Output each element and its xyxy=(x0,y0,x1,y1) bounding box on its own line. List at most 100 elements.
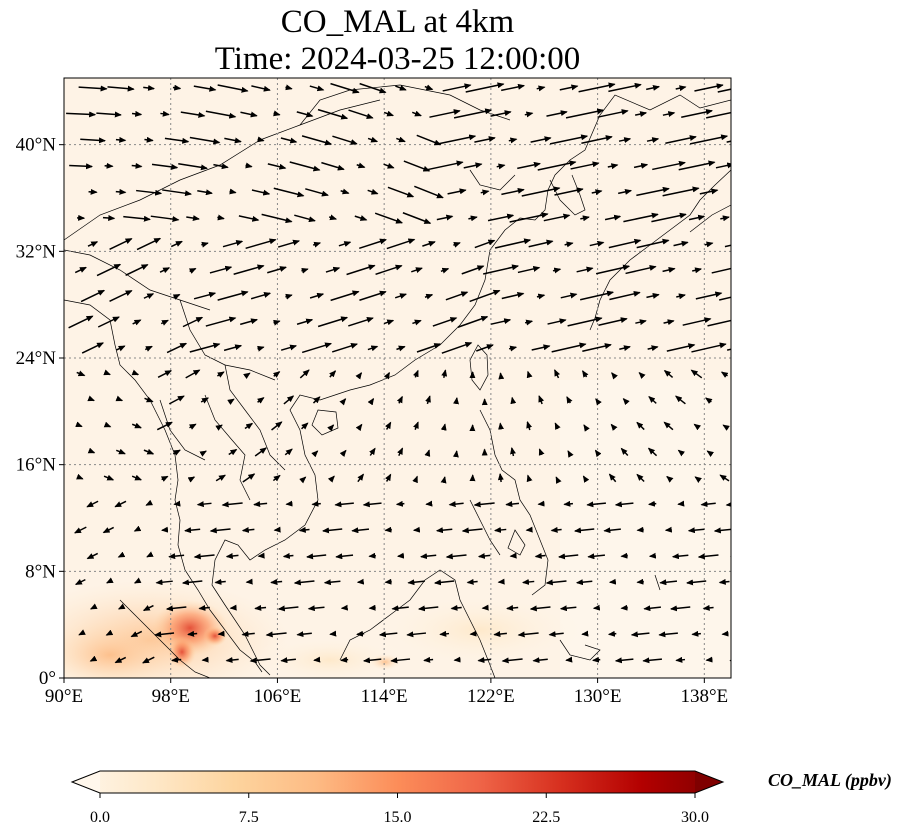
wind-arrow xyxy=(145,499,153,506)
wind-arrow xyxy=(582,370,589,378)
wind-arrow xyxy=(146,551,154,558)
wind-arrow xyxy=(652,160,686,171)
wind-arrow xyxy=(573,527,595,534)
wind-arrow xyxy=(566,396,573,404)
wind-arrow xyxy=(86,500,99,508)
wind-arrow xyxy=(184,527,201,534)
wind-arrow xyxy=(193,85,217,92)
wind-arrow xyxy=(587,553,605,560)
wind-arrow xyxy=(534,552,546,559)
wind-arrow xyxy=(311,500,321,507)
wind-arrow xyxy=(693,423,701,431)
wind-arrow xyxy=(243,372,251,380)
wind-arrow xyxy=(340,604,349,611)
wind-arrow xyxy=(114,656,127,664)
wind-arrow xyxy=(102,526,115,534)
wind-arrow xyxy=(636,578,644,585)
wind-arrow xyxy=(131,474,143,481)
wind-arrow xyxy=(469,289,501,303)
wind-arrow xyxy=(215,474,226,482)
wind-arrow xyxy=(66,111,97,118)
wind-arrow xyxy=(193,291,217,300)
wind-arrow xyxy=(445,291,469,301)
wind-arrow xyxy=(367,136,379,143)
wind-arrow xyxy=(530,136,552,143)
wind-arrow xyxy=(273,319,281,326)
wind-arrow xyxy=(209,265,233,274)
wind-arrow xyxy=(261,213,293,224)
wind-arrow xyxy=(328,214,338,221)
wind-arrow xyxy=(201,241,209,248)
wind-arrow xyxy=(675,656,686,663)
wind-arrow xyxy=(277,239,301,248)
colorbar-tick-label: 22.5 xyxy=(532,809,560,826)
wind-arrow xyxy=(312,396,321,404)
wind-arrow xyxy=(682,317,712,326)
wind-arrow xyxy=(706,450,715,458)
wind-arrow xyxy=(702,604,714,611)
wind-arrow xyxy=(490,318,512,325)
wind-arrow xyxy=(296,318,314,325)
lat-tick-label: 32°N xyxy=(16,241,57,262)
wind-arrow xyxy=(221,501,243,508)
wind-arrow xyxy=(222,240,244,248)
lat-tick-label: 8°N xyxy=(25,561,56,582)
wind-arrow xyxy=(591,189,603,196)
wind-arrow xyxy=(498,422,505,430)
wind-arrow xyxy=(526,370,533,379)
wind-arrow xyxy=(508,345,518,352)
wind-arrow xyxy=(267,266,287,274)
wind-arrow xyxy=(620,604,628,611)
wind-arrow xyxy=(461,265,485,275)
wind-arrow xyxy=(242,473,256,483)
wind-arrow xyxy=(646,137,660,143)
wind-arrow xyxy=(532,657,548,664)
wind-arrow xyxy=(103,474,115,481)
wind-arrow xyxy=(251,189,271,196)
wind-arrow xyxy=(501,187,525,196)
wind-arrow xyxy=(245,162,253,169)
wind-arrow xyxy=(216,371,225,378)
wind-arrow xyxy=(575,579,593,586)
wind-arrow xyxy=(609,290,641,301)
wind-arrow xyxy=(272,371,281,378)
wind-arrow xyxy=(558,553,579,560)
wind-arrow xyxy=(244,422,254,430)
wind-arrow xyxy=(205,316,237,327)
wind-arrow xyxy=(699,188,719,195)
wind-arrow xyxy=(564,241,574,248)
wind-arrow xyxy=(178,162,208,171)
wind-arrow xyxy=(487,213,515,222)
lat-tick-label: 16°N xyxy=(16,455,57,476)
wind-arrow xyxy=(162,189,192,197)
colorbar-ticks: 0.0 7.5 15.0 22.5 30.0 xyxy=(90,793,709,826)
colorbar-tick-label: 15.0 xyxy=(384,809,412,826)
wind-arrow xyxy=(730,552,731,559)
wind-arrow xyxy=(144,396,154,403)
wind-arrow xyxy=(648,395,657,404)
wind-arrow xyxy=(241,526,255,533)
wind-arrow xyxy=(402,212,432,224)
wind-arrow xyxy=(375,264,403,276)
wind-arrow xyxy=(445,553,467,560)
wind-arrow xyxy=(87,395,95,402)
wind-arrow xyxy=(620,447,629,457)
wind-arrow xyxy=(301,342,333,354)
wind-arrow xyxy=(461,527,483,534)
wind-arrow xyxy=(662,111,676,117)
wind-arrow xyxy=(282,552,294,559)
wind-arrow xyxy=(720,215,730,222)
wind-arrow xyxy=(395,500,405,507)
wind-arrow xyxy=(517,265,541,274)
wind-arrow xyxy=(647,500,657,507)
wind-arrow xyxy=(81,342,104,354)
wind-arrow xyxy=(694,476,702,484)
wind-arrow xyxy=(160,319,169,326)
wind-arrow xyxy=(424,293,434,300)
wind-arrow xyxy=(356,578,365,585)
wind-arrow xyxy=(595,398,602,406)
wind-arrow xyxy=(468,215,478,222)
wind-arrow xyxy=(181,579,203,586)
wind-arrow xyxy=(296,111,314,118)
wind-arrow xyxy=(450,604,462,611)
